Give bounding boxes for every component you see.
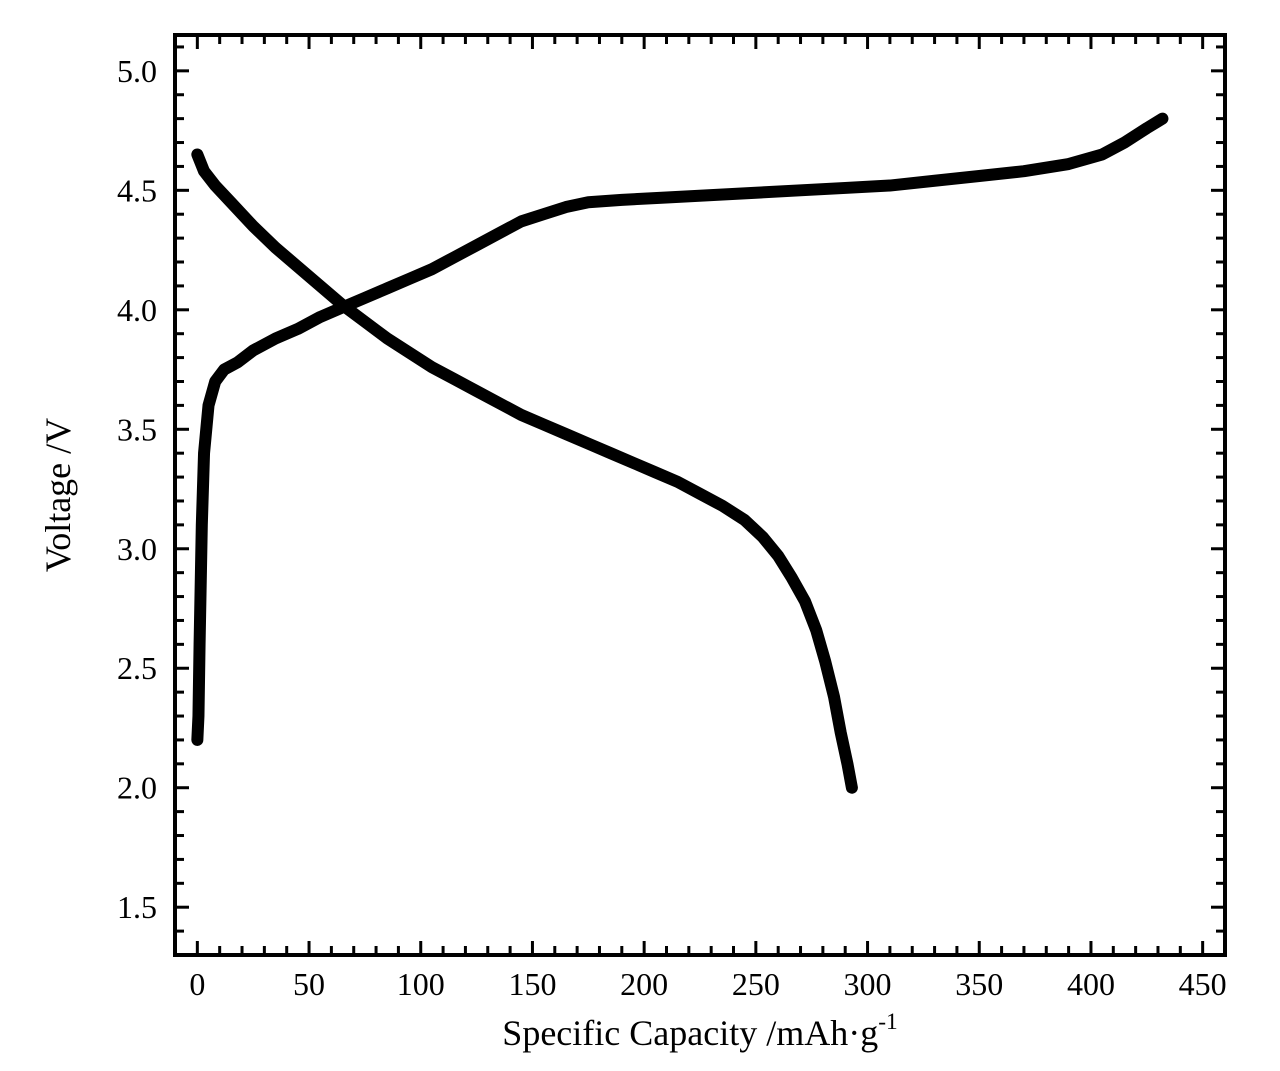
- x-tick-label: 300: [844, 966, 892, 1002]
- voltage-capacity-chart: 0 50 100 150 200 250 300 350 400 450 1.5 2.0 2.5 3.0 3…: [0, 0, 1280, 1071]
- y-axis-label: Voltage /V: [38, 418, 78, 572]
- chart-svg: 0 50 100 150 200 250 300 350 400 450 1.5 2.0 2.5 3.0 3…: [0, 0, 1280, 1071]
- x-tick-label: 150: [508, 966, 556, 1002]
- x-tick-label: 0: [189, 966, 205, 1002]
- y-tick-label: 2.0: [117, 770, 157, 806]
- y-tick-label: 2.5: [117, 650, 157, 686]
- x-tick-label: 400: [1067, 966, 1115, 1002]
- x-axis-label: Specific Capacity /mAh·g-1: [502, 1009, 897, 1053]
- x-tick-label: 200: [620, 966, 668, 1002]
- y-tick-label: 1.5: [117, 889, 157, 925]
- y-tick-label: 5.0: [117, 53, 157, 89]
- y-tick-label: 3.0: [117, 531, 157, 567]
- y-tick-label: 4.5: [117, 172, 157, 208]
- x-tick-label: 100: [397, 966, 445, 1002]
- x-tick-label: 250: [732, 966, 780, 1002]
- x-tick-label: 350: [955, 966, 1003, 1002]
- x-tick-label: 450: [1179, 966, 1227, 1002]
- x-tick-label: 50: [293, 966, 325, 1002]
- y-tick-label: 3.5: [117, 411, 157, 447]
- y-tick-label: 4.0: [117, 292, 157, 328]
